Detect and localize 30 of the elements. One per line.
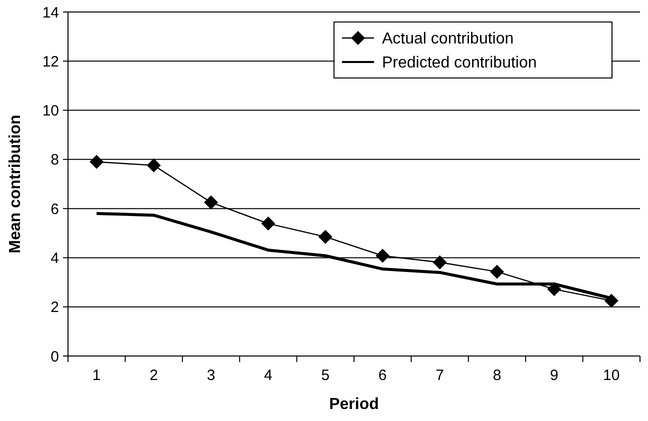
x-tick-label: 2 <box>150 367 158 384</box>
y-tick-label: 6 <box>50 200 59 218</box>
x-tick-label: 9 <box>550 367 558 384</box>
y-tick-label: 14 <box>42 4 59 22</box>
point <box>204 195 218 210</box>
x-tick-label: 6 <box>378 367 387 384</box>
x-tick-label: 4 <box>264 367 272 384</box>
point <box>90 154 104 169</box>
point <box>318 230 332 244</box>
y-tick-label: 2 <box>50 299 59 316</box>
x-axis-title: Period <box>329 396 379 413</box>
x-tick-label: 7 <box>436 367 444 384</box>
x-tick-label: 5 <box>321 367 330 384</box>
x-tick-label: 10 <box>603 367 620 384</box>
legend-label: Actual contribution <box>382 30 514 48</box>
point <box>261 216 276 231</box>
y-tick-label: 8 <box>50 152 59 169</box>
y-tick-label: 12 <box>42 53 59 70</box>
y-axis-title: Mean contribution <box>7 114 24 254</box>
x-tick-label: 1 <box>92 367 101 384</box>
legend-label: Predicted contribution <box>382 54 537 72</box>
point <box>376 248 390 263</box>
x-tick-label: 3 <box>206 367 216 384</box>
y-tick-label: 4 <box>50 250 59 267</box>
point <box>490 264 504 279</box>
y-tick-label: 0 <box>50 348 59 366</box>
point <box>146 158 161 172</box>
point <box>432 255 447 270</box>
x-tick-label: 8 <box>492 367 502 384</box>
y-tick-label: 10 <box>42 102 59 120</box>
